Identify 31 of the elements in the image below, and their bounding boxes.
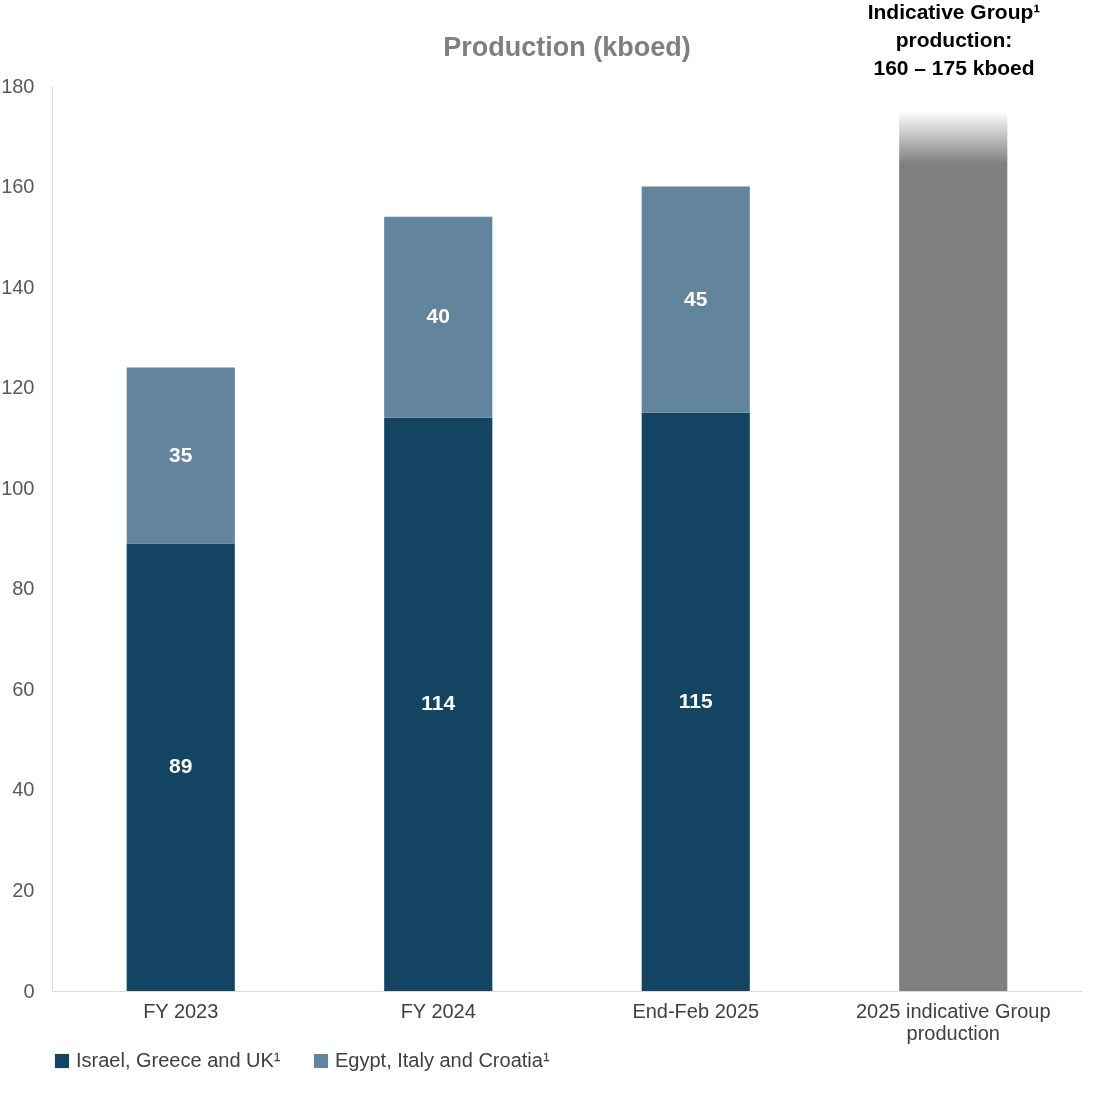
x-tick-label: End-Feb 2025 <box>632 999 760 1022</box>
data-label: 114 <box>421 691 456 715</box>
bar <box>126 543 235 991</box>
y-tick-label: 160 <box>1 175 35 198</box>
bar <box>641 412 750 991</box>
data-label: 89 <box>169 754 193 778</box>
y-tick-label: 40 <box>12 778 35 801</box>
legend-label: Israel, Greece and UK¹ <box>76 1049 281 1071</box>
data-label: 35 <box>169 442 193 466</box>
bar <box>641 186 750 413</box>
x-tick-label: FY 2023 <box>143 999 219 1022</box>
y-tick-label: 180 <box>1 74 35 97</box>
y-tick-label: 140 <box>1 275 35 298</box>
y-tick-label: 60 <box>12 677 35 700</box>
y-tick-label: 120 <box>1 376 35 399</box>
legend-label: Egypt, Italy and Croatia¹ <box>335 1049 550 1071</box>
y-tick-label: 0 <box>23 979 35 1002</box>
bar <box>384 216 493 418</box>
bar <box>126 367 235 544</box>
data-label: 115 <box>678 688 713 712</box>
y-tick-label: 20 <box>12 878 35 901</box>
bar <box>384 417 493 991</box>
data-label: 45 <box>684 286 708 310</box>
chart-title: Production (kboed) <box>443 32 691 62</box>
text: Indicative Group¹ production: 160 – 175 kboed <box>867 0 1041 79</box>
data-label: 40 <box>426 304 450 328</box>
y-tick-label: 100 <box>1 476 35 499</box>
x-tick-label: 2025 indicative Group production <box>855 999 1051 1044</box>
y-tick-label: 80 <box>12 577 35 600</box>
x-tick-label: FY 2024 <box>400 999 476 1022</box>
bar <box>899 111 1008 991</box>
